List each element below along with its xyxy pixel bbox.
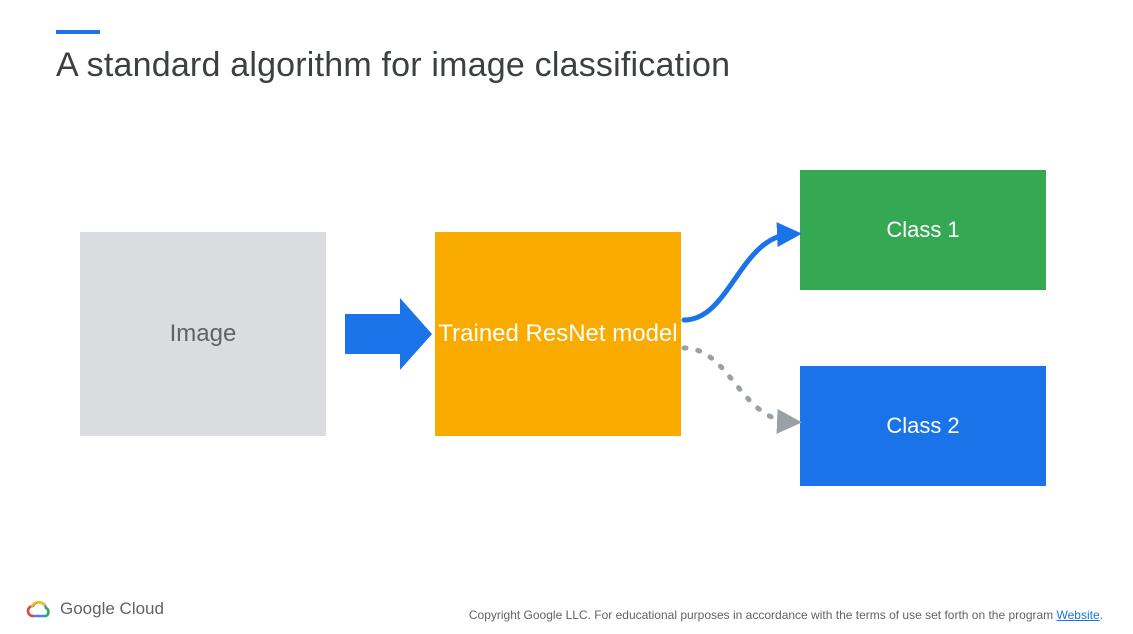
edge-image-to-model bbox=[345, 298, 432, 370]
node-model-label: Trained ResNet model bbox=[438, 318, 677, 350]
title-accent-bar bbox=[56, 30, 100, 34]
footer-text: Copyright Google LLC. For educational pu… bbox=[469, 608, 1057, 622]
node-model: Trained ResNet model bbox=[435, 232, 681, 436]
node-class1-label: Class 1 bbox=[886, 217, 959, 243]
edge-model-to-class2 bbox=[684, 348, 792, 422]
node-class2: Class 2 bbox=[800, 366, 1046, 486]
node-image-label: Image bbox=[170, 320, 237, 348]
slide-title: A standard algorithm for image classific… bbox=[56, 46, 730, 85]
edge-model-to-class1 bbox=[684, 234, 792, 320]
node-class1: Class 1 bbox=[800, 170, 1046, 290]
brand-name: Google Cloud bbox=[60, 599, 164, 619]
footer-website-link[interactable]: Website bbox=[1057, 608, 1100, 622]
node-class2-label: Class 2 bbox=[886, 413, 959, 439]
footer-copyright: Copyright Google LLC. For educational pu… bbox=[469, 608, 1103, 622]
cloud-icon bbox=[26, 598, 52, 620]
brand-logo: Google Cloud bbox=[26, 598, 164, 620]
node-image: Image bbox=[80, 232, 326, 436]
footer-suffix: . bbox=[1100, 608, 1103, 622]
